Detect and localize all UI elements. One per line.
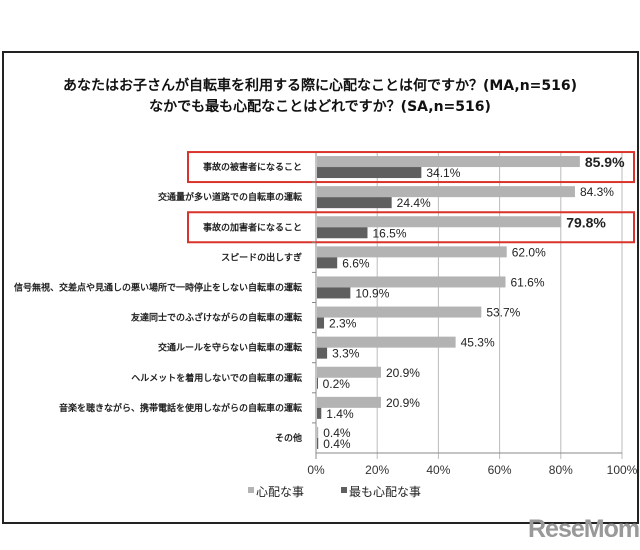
category-label: 交通ルールを守らない自転車の運転 [158, 342, 302, 354]
legend-label: 心配な事 [256, 485, 304, 499]
data-label: 16.5% [372, 226, 406, 240]
category-label: 友達同士でのふざけながらの自転車の運転 [131, 312, 302, 324]
data-label: 20.9% [386, 366, 420, 380]
bar-worried [317, 396, 381, 408]
data-label: 24.4% [397, 196, 431, 210]
bar-worried [317, 276, 506, 288]
bar-most-worried [317, 347, 328, 359]
highlight-box [187, 211, 635, 244]
data-label: 20.9% [386, 396, 420, 410]
x-tick-label: 20% [365, 463, 389, 477]
category-label: その他 [275, 432, 302, 444]
highlight-box [187, 151, 635, 184]
data-label: 0.4% [323, 437, 351, 451]
data-label: 84.3% [580, 185, 614, 199]
data-label: 6.6% [342, 256, 370, 270]
data-label: 61.6% [510, 275, 544, 289]
data-label: 3.3% [332, 347, 360, 361]
bar-most-worried [317, 407, 322, 419]
data-label: 53.7% [486, 306, 520, 320]
data-label: 62.0% [512, 245, 546, 259]
chart-title-line-1: あなたはお子さんが自転車を利用する際に心配なことは何ですか？(MA,n=516) [62, 78, 578, 94]
bar-most-worried [317, 167, 422, 179]
x-tick-label: 40% [426, 463, 450, 477]
data-label: 45.3% [461, 336, 495, 350]
data-label: 0.4% [323, 426, 351, 440]
resemom-logo: ReseMom [528, 515, 640, 543]
legend-swatch [248, 487, 254, 493]
data-label: 10.9% [355, 286, 389, 300]
bar-worried [317, 216, 562, 228]
legend-label: 最も心配な事 [349, 485, 421, 499]
data-label: 34.1% [426, 166, 460, 180]
chart-title-line-2: なかでも最も心配なことはどれですか？(SA,n=516) [149, 99, 491, 115]
data-label: 2.3% [329, 317, 357, 331]
x-tick-label: 0% [307, 463, 325, 477]
bar-worried [317, 186, 575, 198]
category-label: スピードの出しすぎ [221, 251, 302, 263]
category-label: 事故の被害者になること [203, 161, 302, 173]
category-label: 事故の加害者になること [203, 221, 302, 233]
bar-most-worried [317, 287, 351, 299]
x-tick-label: 80% [549, 463, 573, 477]
x-tick-label: 100% [607, 463, 638, 477]
chart-frame [2, 51, 639, 524]
bar-worried [317, 426, 319, 438]
bar-most-worried [317, 377, 318, 389]
data-label: 0.2% [323, 377, 351, 391]
bar-most-worried [317, 257, 338, 269]
category-label: 音楽を聴きながら、携帯電話を使用しながらの自転車の運転 [59, 402, 302, 414]
legend-swatch [341, 487, 347, 493]
bar-most-worried [317, 437, 319, 449]
bar-most-worried [317, 227, 368, 239]
bar-worried [317, 306, 482, 318]
bar-worried [317, 246, 507, 258]
category-label: 交通量が多い道路での自転車の運転 [158, 191, 302, 203]
bar-most-worried [317, 197, 392, 209]
bar-worried [317, 156, 580, 168]
data-label: 79.8% [566, 214, 606, 230]
category-label: ヘルメットを着用しないでの自転車の運転 [131, 372, 302, 384]
data-label: 1.4% [326, 407, 354, 421]
x-tick-label: 60% [488, 463, 512, 477]
bar-worried [317, 336, 456, 348]
category-label: 信号無視、交差点や見通しの悪い場所で一時停止をしない自転車の運転 [14, 281, 302, 293]
bar-worried [317, 366, 381, 378]
bar-most-worried [317, 317, 325, 329]
data-label: 85.9% [585, 154, 625, 170]
